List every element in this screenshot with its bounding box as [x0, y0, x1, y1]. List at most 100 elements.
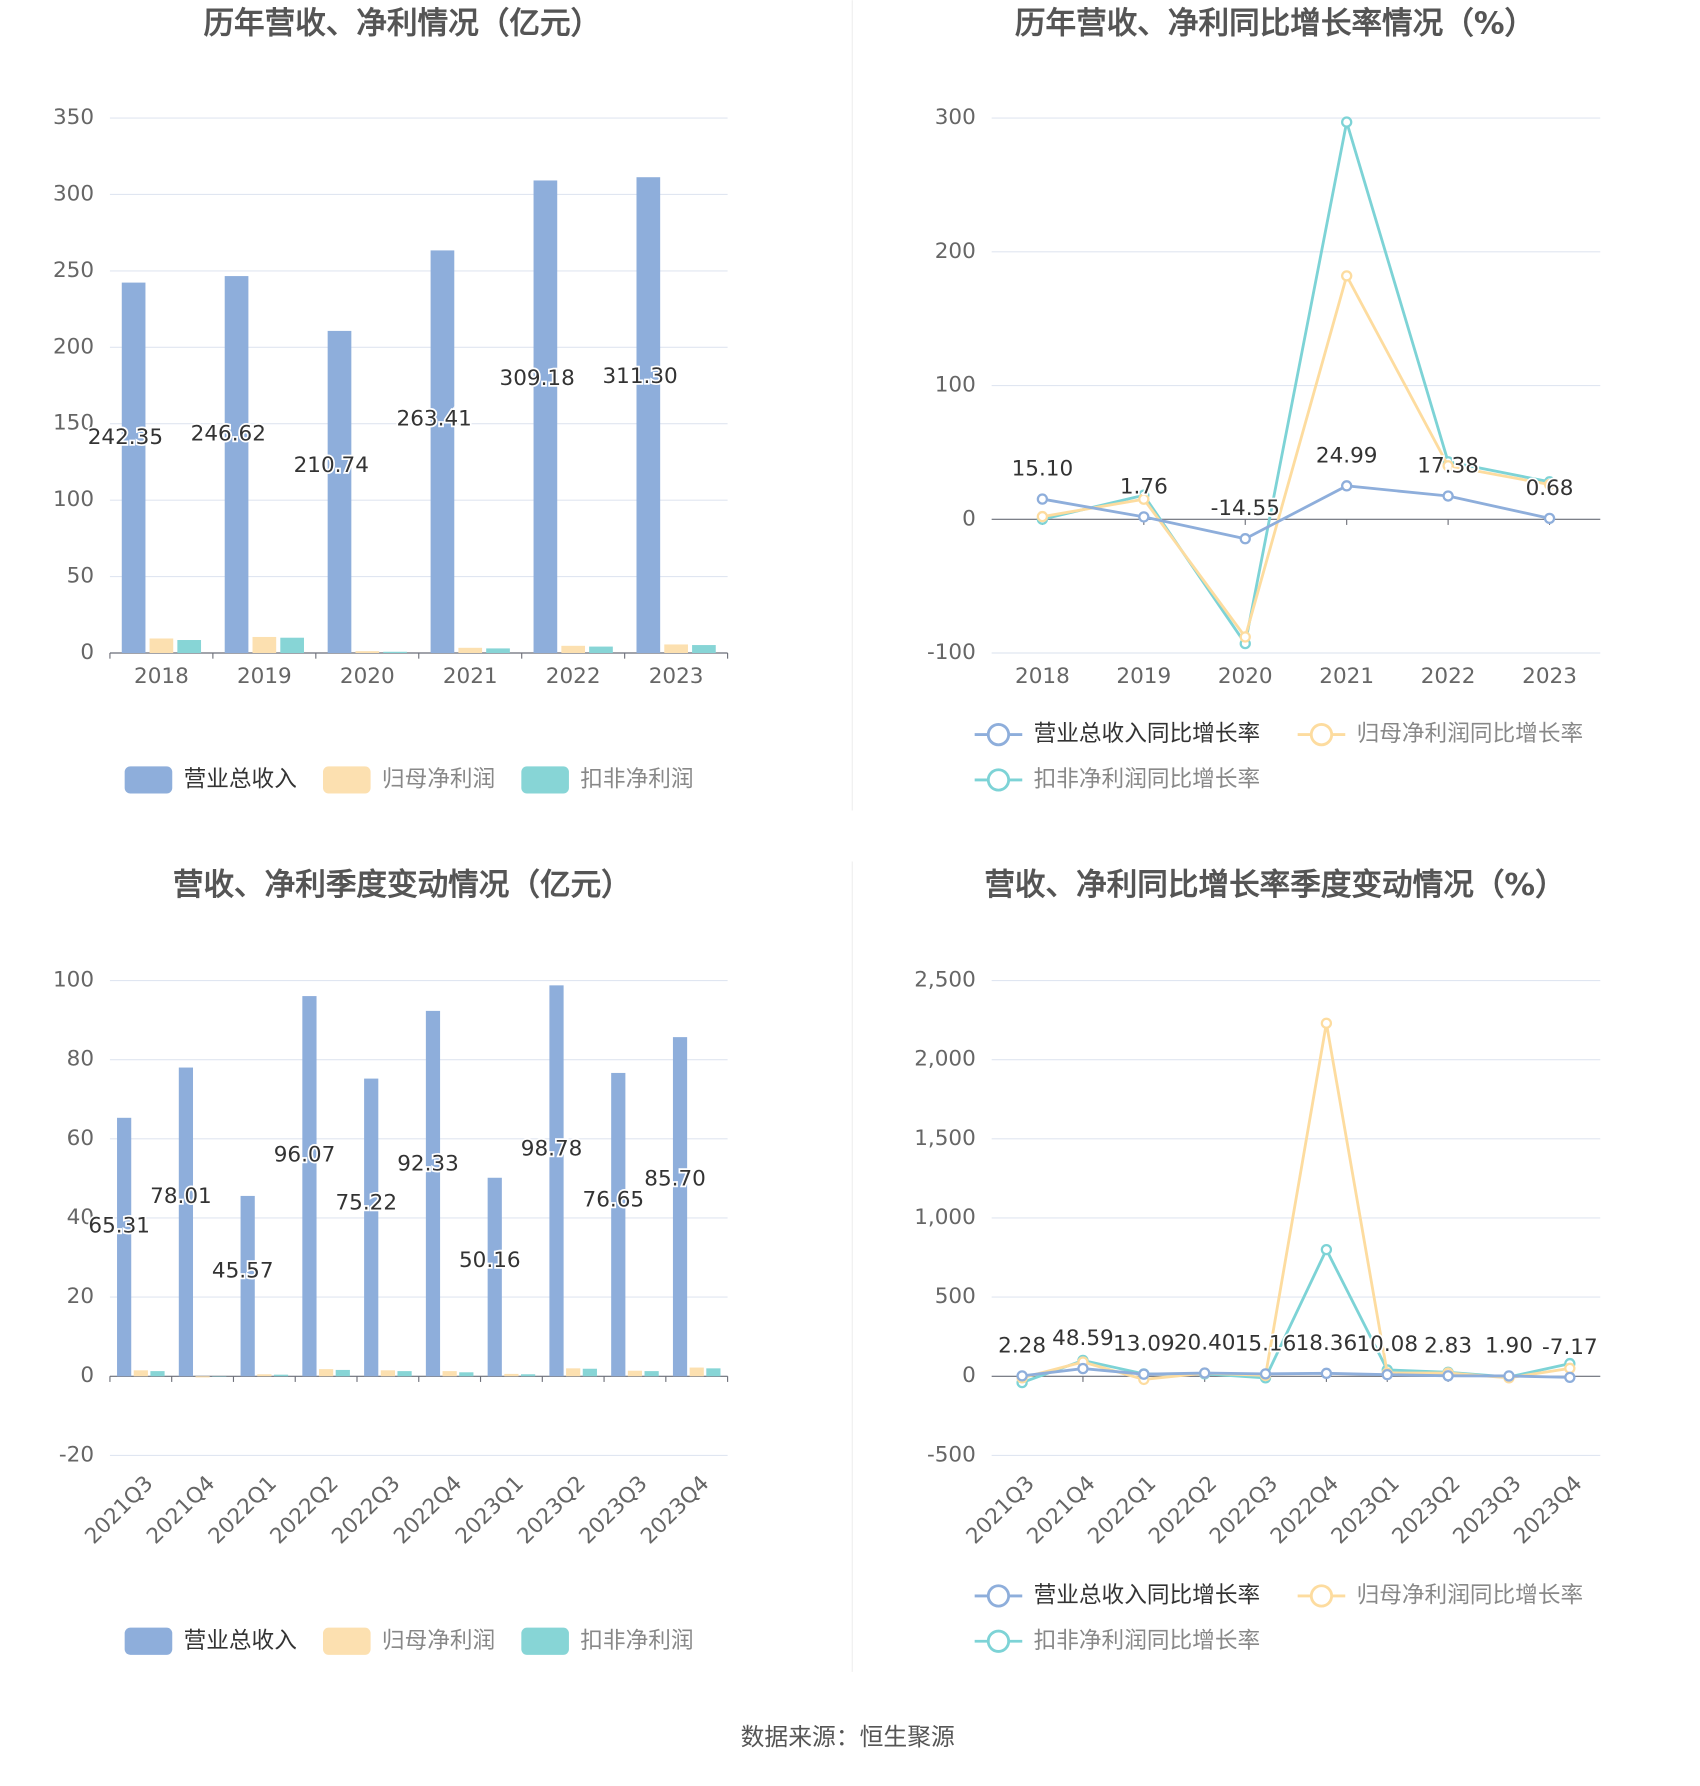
legend-swatch — [323, 1628, 371, 1655]
legend-label: 归母净利润 — [382, 1628, 495, 1654]
bar — [364, 1079, 378, 1377]
bar — [426, 1011, 440, 1376]
bar — [328, 331, 352, 653]
data-label: 96.07 — [274, 1143, 336, 1168]
point — [1383, 1370, 1392, 1379]
line — [1022, 1250, 1570, 1383]
data-label: 263.41 — [397, 406, 472, 431]
legend-label: 扣非净利润同比增长率 — [1034, 766, 1261, 792]
bar — [355, 651, 379, 653]
data-label: 78.01 — [150, 1184, 212, 1209]
y-tick-label: 0 — [80, 1363, 94, 1388]
bar — [611, 1073, 625, 1376]
legend-swatch — [988, 1631, 1008, 1651]
legend-label: 归母净利润同比增长率 — [1357, 721, 1584, 747]
bar — [150, 638, 174, 653]
data-label: 76.65 — [583, 1187, 645, 1212]
bar — [383, 652, 407, 653]
y-tick-label: -100 — [927, 640, 976, 665]
chart-title: 营收、净利同比增长率季度变动情况（%） — [984, 867, 1565, 903]
bar — [458, 648, 482, 653]
y-tick-label: 500 — [935, 1284, 976, 1309]
legend-label: 扣非净利润同比增长率 — [1034, 1628, 1261, 1654]
bar — [225, 276, 249, 653]
bar — [177, 640, 201, 653]
y-tick-label: 0 — [962, 1363, 976, 1388]
data-label: 1.76 — [1120, 474, 1168, 499]
x-tick-label: 2020 — [1218, 664, 1273, 689]
point — [1565, 1364, 1574, 1373]
bar — [549, 985, 563, 1376]
bar — [381, 1370, 395, 1376]
bar — [690, 1368, 704, 1377]
bar — [673, 1037, 687, 1376]
y-tick-label: -20 — [59, 1442, 94, 1467]
y-tick-label: 20 — [67, 1284, 94, 1309]
bar — [561, 646, 585, 653]
bar — [179, 1068, 193, 1377]
point — [1444, 1371, 1453, 1380]
bar — [336, 1370, 350, 1376]
y-tick-label: 1,000 — [914, 1205, 976, 1230]
bar — [459, 1372, 473, 1376]
data-label: 24.99 — [1316, 443, 1378, 468]
data-label: 10.08 — [1356, 1332, 1418, 1357]
line — [1042, 122, 1549, 644]
data-label: 45.57 — [212, 1259, 274, 1284]
x-tick-label: 2022 — [546, 664, 601, 689]
legend-swatch — [1311, 724, 1331, 744]
legend-label: 营业总收入 — [184, 766, 297, 792]
y-tick-label: 1,500 — [914, 1126, 976, 1151]
point — [1504, 1371, 1513, 1380]
bar — [488, 1178, 502, 1376]
x-tick-label: 2019 — [237, 664, 292, 689]
y-tick-label: 100 — [53, 968, 94, 993]
legend-swatch — [1311, 1586, 1331, 1606]
x-tick-label: 2018 — [134, 664, 189, 689]
legend-swatch — [988, 724, 1008, 744]
point — [1139, 1370, 1148, 1379]
bar — [645, 1371, 659, 1376]
y-tick-label: 100 — [53, 487, 94, 512]
y-tick-label: 2,500 — [914, 968, 976, 993]
data-label: 2.83 — [1424, 1333, 1472, 1358]
point — [1444, 491, 1453, 500]
legend-label: 营业总收入同比增长率 — [1034, 1582, 1261, 1608]
legend-swatch — [323, 766, 371, 793]
bar — [431, 250, 455, 653]
x-tick-label: 2022 — [1421, 664, 1476, 689]
x-tick-label: 2018 — [1015, 664, 1070, 689]
data-label: 242.35 — [88, 425, 163, 450]
point — [1342, 271, 1351, 280]
y-tick-label: 0 — [80, 640, 94, 665]
bar — [589, 647, 613, 653]
data-label: 210.74 — [294, 453, 369, 478]
data-label: 1.90 — [1485, 1333, 1533, 1358]
x-tick-label: 2023 — [649, 664, 704, 689]
data-label: -14.55 — [1211, 496, 1280, 521]
chart-title: 历年营收、净利情况（亿元） — [203, 7, 601, 42]
point — [1342, 118, 1351, 127]
bar — [521, 1374, 535, 1376]
point — [1241, 534, 1250, 543]
bar — [692, 645, 716, 653]
data-label: 17.38 — [1417, 454, 1479, 479]
x-tick-label: 2023Q4 — [636, 1471, 714, 1549]
y-tick-label: 50 — [67, 564, 94, 589]
data-label: -7.17 — [1542, 1335, 1598, 1360]
data-label: 309.18 — [500, 366, 575, 391]
y-tick-label: 100 — [935, 373, 976, 398]
y-tick-label: -500 — [927, 1442, 976, 1467]
point — [1322, 1369, 1331, 1378]
point — [1200, 1368, 1209, 1377]
point — [1038, 495, 1047, 504]
data-label: 311.30 — [602, 364, 677, 389]
y-tick-label: 60 — [67, 1126, 94, 1151]
data-label: 15.10 — [1012, 457, 1074, 482]
y-tick-label: 200 — [53, 334, 94, 359]
y-tick-label: 80 — [67, 1047, 94, 1072]
data-label: 246.62 — [191, 421, 266, 446]
bar — [302, 996, 316, 1376]
data-label: 18.36 — [1296, 1331, 1358, 1356]
